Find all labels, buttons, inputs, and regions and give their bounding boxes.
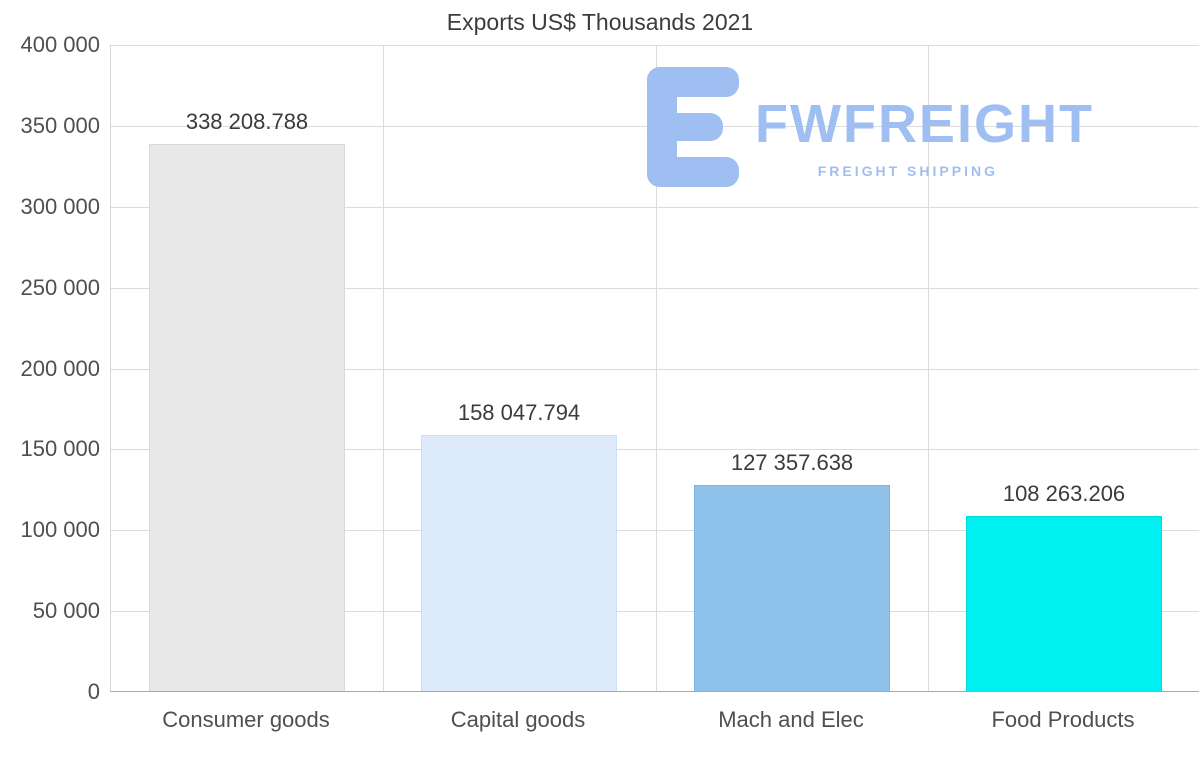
chart-title: Exports US$ Thousands 2021 <box>446 9 754 35</box>
bar-value-label: 108 263.206 <box>1002 481 1126 506</box>
watermark-brand: FWFREIGHT <box>755 94 1094 154</box>
y-tick-label: 300 000 <box>20 193 100 219</box>
bar-value-label: 127 357.638 <box>730 450 854 475</box>
y-tick-label: 250 000 <box>20 274 100 300</box>
bar-consumer-goods <box>149 144 345 691</box>
v-gridline <box>656 45 657 691</box>
h-gridline <box>111 45 1199 46</box>
y-tick-label: 350 000 <box>20 112 100 138</box>
h-gridline <box>111 449 1199 451</box>
y-tick-label: 100 000 <box>20 517 100 543</box>
bar-value-label: 338 208.788 <box>185 109 309 134</box>
bar-food-products <box>966 516 1162 691</box>
y-tick-label: 400 000 <box>20 32 100 57</box>
y-tick-label: 200 000 <box>20 355 100 381</box>
h-gridline <box>111 206 1199 208</box>
x-tick-label-consumer-goods: Consumer goods <box>162 707 330 732</box>
y-tick-label: 0 <box>87 679 100 704</box>
x-tick-label-food-products: Food Products <box>991 707 1135 732</box>
x-tick-label-capital-goods: Capital goods <box>450 707 586 732</box>
v-gridline <box>928 45 929 691</box>
bar-value-label: 158 047.794 <box>457 400 581 425</box>
y-tick-label: 150 000 <box>20 436 100 462</box>
fwfreight-logo-icon <box>647 67 739 187</box>
watermark-tagline: FREIGHT SHIPPING <box>817 163 998 179</box>
watermark-text: FWFREIGHT FREIGHT SHIPPING <box>755 67 1094 179</box>
y-tick-label: 50 000 <box>32 598 100 624</box>
bar-mach-and-elec <box>694 485 890 691</box>
plot-area: FWFREIGHT FREIGHT SHIPPING 338 208.788 15… <box>110 45 1199 692</box>
h-gridline <box>111 368 1199 370</box>
x-tick-label-mach-and-elec: Mach and Elec <box>718 707 864 732</box>
h-gridline <box>111 611 1199 613</box>
h-gridline <box>111 530 1199 532</box>
bar-capital-goods <box>421 435 617 691</box>
watermark: FWFREIGHT FREIGHT SHIPPING <box>647 67 1094 187</box>
h-gridline <box>111 287 1199 289</box>
v-gridline <box>383 45 384 691</box>
